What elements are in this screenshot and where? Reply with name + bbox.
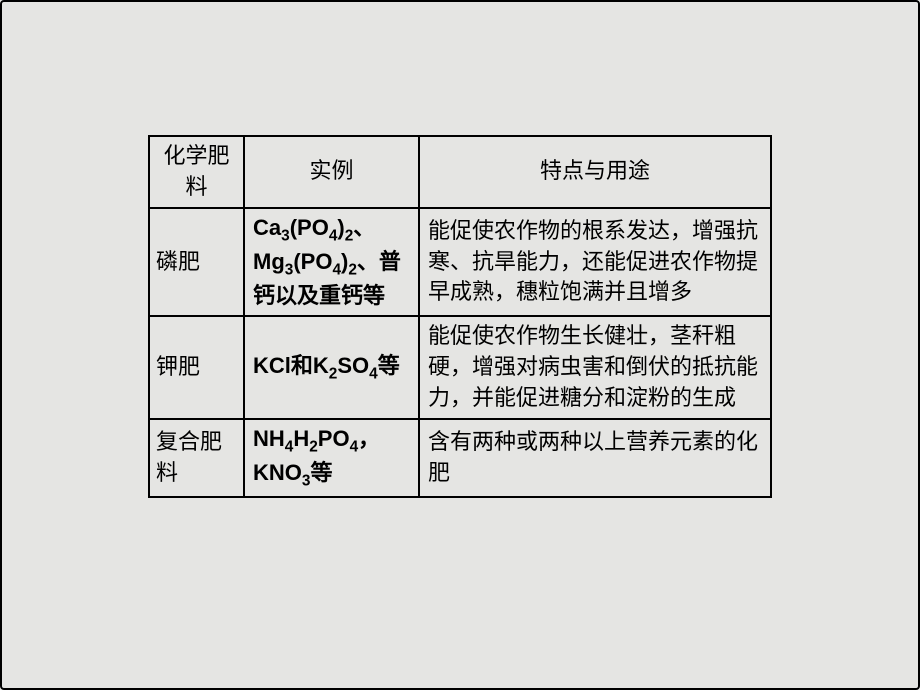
row2-name: 复合肥料 — [149, 419, 244, 497]
row1-example: KCl和K2SO4等 — [244, 316, 419, 418]
row1-name: 钾肥 — [149, 316, 244, 418]
row0-example: Ca3(PO4)2、Mg3(PO4)2、普钙以及重钙等 — [244, 208, 419, 317]
header-feature: 特点与用途 — [419, 136, 771, 208]
row1-feature: 能促使农作物生长健壮，茎秆粗硬，增强对病虫害和倒伏的抵抗能力，并能促进糖分和淀粉… — [419, 316, 771, 418]
table-header-row: 化学肥料 实例 特点与用途 — [149, 136, 771, 208]
row0-name: 磷肥 — [149, 208, 244, 317]
table-row: 钾肥 KCl和K2SO4等 能促使农作物生长健壮，茎秆粗硬，增强对病虫害和倒伏的… — [149, 316, 771, 418]
table-row: 磷肥 Ca3(PO4)2、Mg3(PO4)2、普钙以及重钙等 能促使农作物的根系… — [149, 208, 771, 317]
row0-feature: 能促使农作物的根系发达，增强抗寒、抗旱能力，还能促进农作物提早成熟，穗粒饱满并且… — [419, 208, 771, 317]
header-example: 实例 — [244, 136, 419, 208]
row2-feature: 含有两种或两种以上营养元素的化肥 — [419, 419, 771, 497]
fertilizer-table-container: 化学肥料 实例 特点与用途 磷肥 Ca3(PO4)2、Mg3(PO4)2、普钙以… — [148, 135, 770, 498]
table-row: 复合肥料 NH4H2PO4，KNO3等 含有两种或两种以上营养元素的化肥 — [149, 419, 771, 497]
fertilizer-table: 化学肥料 实例 特点与用途 磷肥 Ca3(PO4)2、Mg3(PO4)2、普钙以… — [148, 135, 772, 498]
row2-example: NH4H2PO4，KNO3等 — [244, 419, 419, 497]
header-fertilizer: 化学肥料 — [149, 136, 244, 208]
